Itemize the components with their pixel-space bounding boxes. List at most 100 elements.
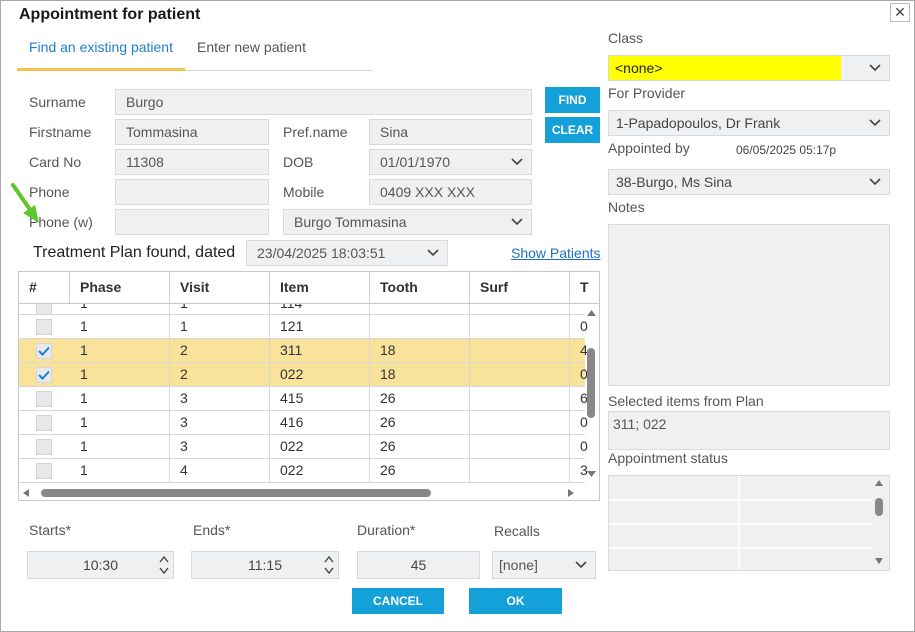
row-checkbox[interactable] [36, 391, 52, 407]
cell-visit: 1 [170, 304, 270, 314]
cell-item: 415 [270, 387, 370, 411]
column-header-item[interactable]: Item [270, 272, 370, 303]
appointed-by-label: Appointed by [608, 140, 690, 156]
clear-button[interactable]: CLEAR [545, 117, 600, 143]
column-header-phase[interactable]: Phase [70, 272, 170, 303]
table-row[interactable]: 1 3 022 26 0 [19, 435, 588, 459]
cell-visit: 2 [170, 363, 270, 387]
column-header-surf[interactable]: Surf [470, 272, 570, 303]
grid-header: # Phase Visit Item Tooth Surf T [19, 272, 599, 304]
cell-t: 0 [580, 414, 588, 430]
cell-surf [470, 339, 570, 363]
checkmark-icon [38, 370, 50, 380]
table-row[interactable]: 1 1 121 0 [19, 315, 588, 339]
patient-select[interactable]: Burgo Tommasina [283, 209, 532, 235]
treatment-plan-grid: # Phase Visit Item Tooth Surf T 1 1 114 … [18, 271, 600, 501]
class-value: <none> [609, 56, 841, 80]
surname-field[interactable]: Burgo [115, 89, 532, 115]
appointment-status-grid[interactable] [608, 475, 890, 571]
firstname-label: Firstname [29, 124, 92, 140]
cell-visit: 3 [170, 411, 270, 435]
checkmark-icon [38, 346, 50, 356]
ok-button[interactable]: OK [469, 588, 562, 614]
cell-tooth: 26 [370, 411, 470, 435]
ends-time-input[interactable]: 11:15 [191, 551, 339, 579]
table-row[interactable]: 1 4 022 26 3 [19, 459, 588, 483]
class-label: Class [608, 30, 644, 46]
row-checkbox[interactable] [36, 343, 52, 359]
mobile-field[interactable]: 0409 XXX XXX [369, 179, 532, 205]
notes-textarea[interactable] [608, 224, 890, 386]
scroll-left-icon [23, 489, 29, 497]
tab-find-existing-patient[interactable]: Find an existing patient [29, 39, 173, 55]
scroll-thumb [587, 348, 595, 418]
cell-t: 0 [580, 366, 588, 382]
cell-visit: 2 [170, 339, 270, 363]
cell-tooth [370, 304, 470, 314]
table-row[interactable]: 1 2 311 18 4 [19, 339, 588, 363]
dob-value: 01/01/1970 [380, 154, 451, 170]
cell-visit: 3 [170, 435, 270, 459]
status-grid-lines [609, 476, 883, 570]
phone-work-field[interactable] [115, 209, 269, 235]
phone-label: Phone [29, 184, 70, 200]
dob-label: DOB [283, 154, 314, 170]
phone-field[interactable] [115, 179, 269, 205]
selected-items-field[interactable]: 311; 022 [608, 411, 890, 450]
table-row[interactable]: 1 2 022 18 0 [19, 363, 588, 387]
cell-t: 0 [580, 438, 588, 454]
appointed-by-select[interactable]: 38-Burgo, Ms Sina [608, 169, 890, 195]
prefname-field[interactable]: Sina [369, 119, 532, 145]
tab-enter-new-patient[interactable]: Enter new patient [197, 39, 306, 55]
scroll-down-icon [587, 471, 596, 477]
table-row[interactable]: 1 3 415 26 6 [19, 387, 588, 411]
column-header-tooth[interactable]: Tooth [370, 272, 470, 303]
starts-value: 10:30 [82, 557, 119, 573]
row-checkbox[interactable] [36, 367, 52, 383]
cell-t: 4 [580, 342, 588, 358]
row-checkbox[interactable] [36, 439, 52, 455]
spinner-arrows-icon[interactable] [324, 555, 334, 575]
row-checkbox[interactable] [36, 304, 52, 314]
table-row-partial[interactable]: 1 1 114 [19, 304, 585, 315]
class-select[interactable]: <none> [608, 55, 890, 81]
chevron-down-icon [511, 218, 523, 226]
close-button[interactable]: ✕ [890, 3, 910, 22]
treatment-plan-label: Treatment Plan found, dated [33, 244, 236, 261]
show-patients-link[interactable]: Show Patients [511, 245, 601, 261]
column-header-number[interactable]: # [19, 272, 70, 303]
scroll-thumb [41, 489, 431, 497]
scroll-up-icon [587, 310, 596, 316]
ends-label: Ends* [193, 522, 231, 538]
duration-label: Duration* [357, 522, 416, 538]
spinner-arrows-icon[interactable] [159, 555, 169, 575]
cell-t: 6 [580, 390, 588, 406]
cell-phase: 1 [70, 459, 170, 483]
dob-select[interactable]: 01/01/1970 [369, 149, 532, 175]
row-checkbox[interactable] [36, 415, 52, 431]
cell-surf [470, 315, 570, 339]
duration-input[interactable]: 45 [357, 551, 480, 579]
annotation-arrow-icon [11, 183, 39, 223]
firstname-field[interactable]: Tommasina [115, 119, 269, 145]
cardno-label: Card No [29, 154, 82, 170]
starts-time-input[interactable]: 10:30 [27, 551, 174, 579]
cardno-field[interactable]: 11308 [115, 149, 269, 175]
treatment-plan-date-select[interactable]: 23/04/2025 18:03:51 [246, 240, 448, 266]
column-header-t[interactable]: T [580, 279, 589, 295]
provider-select[interactable]: 1-Papadopoulos, Dr Frank [608, 110, 890, 136]
row-checkbox[interactable] [36, 319, 52, 335]
table-row[interactable]: 1 3 416 26 0 [19, 411, 588, 435]
column-header-visit[interactable]: Visit [170, 272, 270, 303]
grid-vertical-scrollbar[interactable] [585, 306, 598, 481]
recalls-select[interactable]: [none] [492, 551, 596, 579]
cell-phase: 1 [70, 315, 170, 339]
find-button[interactable]: FIND [545, 87, 600, 113]
cancel-button[interactable]: CANCEL [352, 588, 444, 614]
row-checkbox[interactable] [36, 463, 52, 479]
cell-item: 022 [270, 435, 370, 459]
cell-tooth: 26 [370, 459, 470, 483]
grid-horizontal-scrollbar[interactable] [19, 486, 584, 500]
cell-item: 416 [270, 411, 370, 435]
